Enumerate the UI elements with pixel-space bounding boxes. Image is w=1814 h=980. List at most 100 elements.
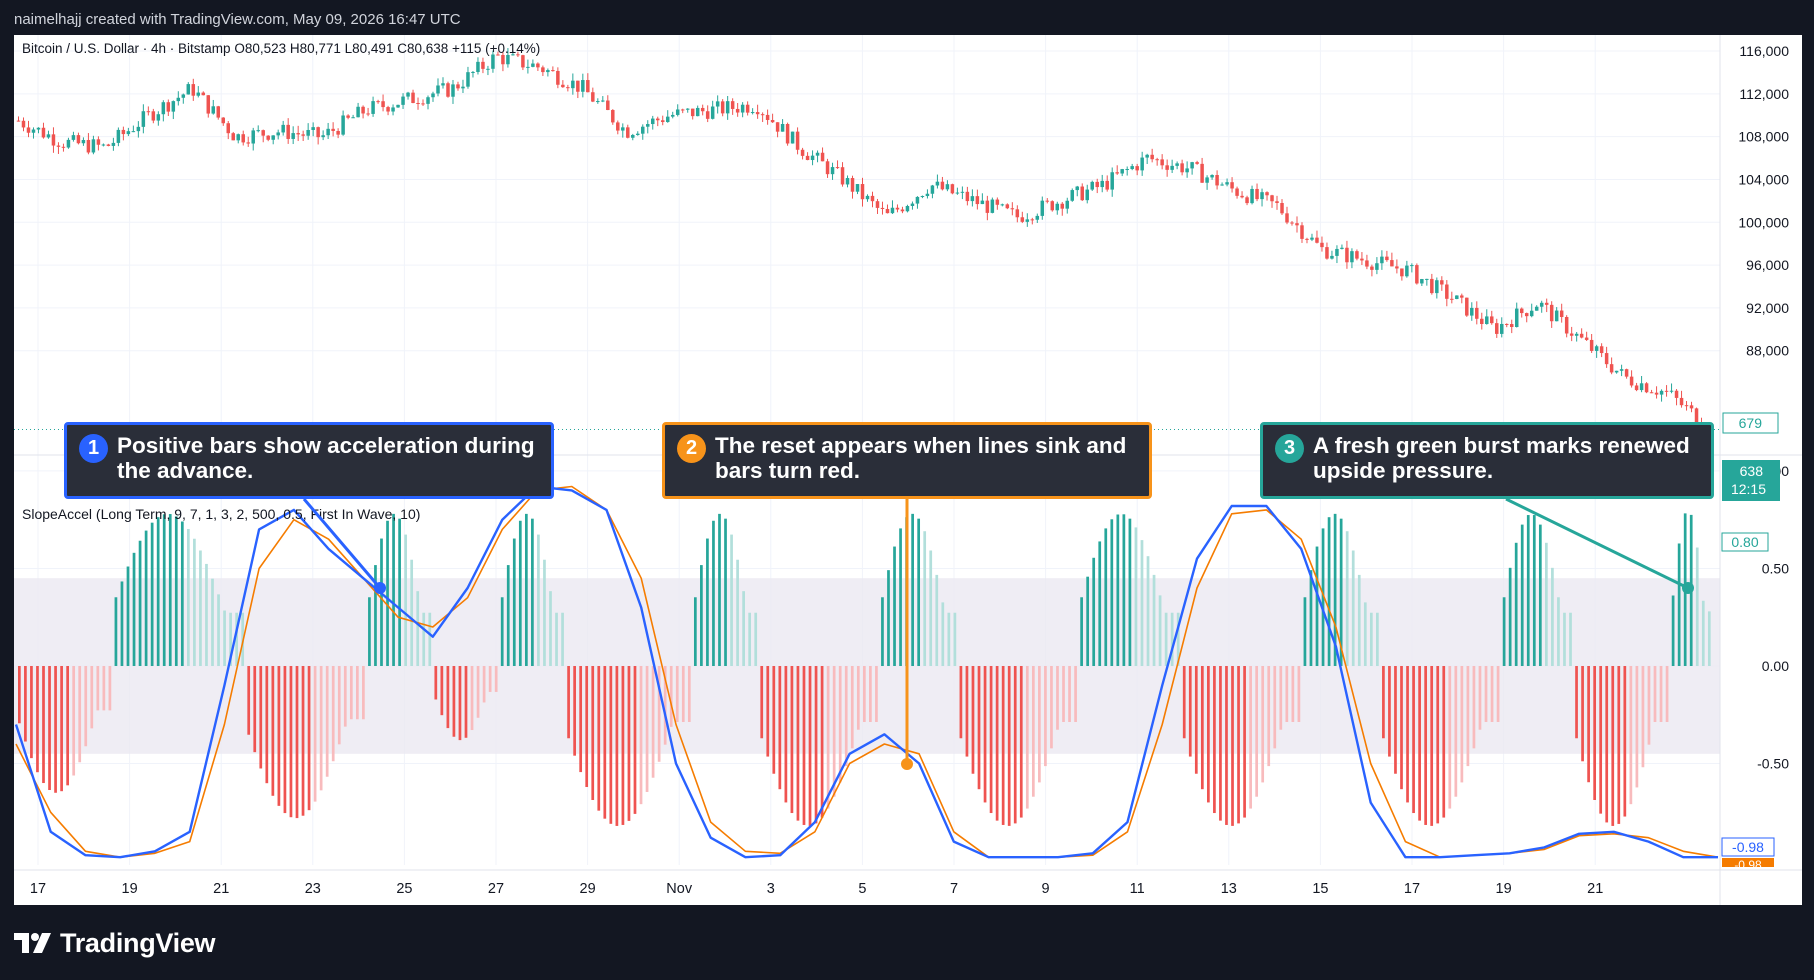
candle-body — [51, 134, 56, 146]
x-tick-label: 9 — [1042, 881, 1050, 897]
price-candles — [16, 48, 1714, 438]
callout-3-marker — [1682, 582, 1694, 594]
histogram-bar — [917, 518, 921, 666]
candle-body — [1684, 405, 1689, 407]
histogram-bar — [1394, 666, 1397, 774]
candle-body — [1285, 213, 1289, 223]
histogram-bar — [1406, 666, 1409, 803]
price-countdown: 12:15 — [1731, 481, 1766, 497]
candle-body — [1425, 278, 1429, 280]
candle-body — [101, 144, 106, 146]
candle-body — [800, 149, 805, 156]
candle-body — [246, 142, 250, 144]
candle-body — [446, 83, 450, 97]
candle-body — [1275, 201, 1279, 204]
histogram-bar — [1128, 518, 1132, 666]
candle-body — [830, 167, 835, 175]
histogram-bar — [362, 666, 365, 720]
histogram-bar — [1309, 570, 1313, 666]
histogram-bar — [1551, 567, 1554, 666]
candle-body — [820, 152, 825, 162]
histogram-bar — [778, 666, 782, 790]
histogram-bar — [1188, 666, 1192, 757]
candle-body — [1130, 166, 1134, 170]
candle-body — [770, 119, 775, 123]
histogram-bar — [138, 540, 142, 666]
candle-body — [995, 199, 1000, 205]
candle-body — [1564, 317, 1569, 334]
histogram-bar — [1315, 546, 1319, 666]
candle-body — [1584, 337, 1589, 340]
histogram-bar — [609, 666, 613, 824]
candle-body — [216, 106, 221, 118]
histogram-bar — [844, 666, 848, 767]
candle-body — [241, 134, 245, 143]
candle-body — [1190, 162, 1194, 169]
candle-body — [346, 115, 350, 118]
candle-body — [576, 80, 580, 92]
candle-body — [371, 101, 375, 114]
candle-body — [825, 161, 830, 175]
histogram-bar — [1249, 666, 1252, 809]
candle-body — [1589, 339, 1594, 351]
candle-body — [760, 114, 765, 116]
candle-body — [1380, 256, 1384, 264]
candle-body — [171, 101, 176, 112]
candle-body — [1145, 154, 1149, 158]
candle-body — [870, 195, 875, 202]
histogram-bar — [899, 528, 902, 666]
candle-body — [606, 100, 610, 111]
candle-body — [925, 193, 930, 197]
candle-body — [765, 114, 770, 120]
candle-body — [1559, 310, 1564, 318]
x-tick-label: 17 — [30, 881, 46, 897]
histogram-bar — [1122, 514, 1126, 666]
candle-body — [895, 207, 900, 210]
histogram-bar — [1243, 666, 1246, 818]
histogram-bar — [579, 666, 583, 773]
candle-body — [685, 108, 690, 110]
candle-body — [391, 107, 395, 112]
histogram-bar — [1424, 666, 1428, 825]
candle-body — [1290, 222, 1294, 224]
candle-body — [810, 155, 815, 161]
histogram-bar — [995, 666, 999, 821]
candle-body — [141, 111, 146, 127]
candle-body — [31, 129, 36, 133]
histogram-bar — [1563, 612, 1566, 666]
candle-body — [1335, 248, 1339, 256]
candle-body — [1350, 251, 1354, 263]
histogram-bar — [1038, 666, 1041, 783]
candle-body — [695, 107, 700, 117]
candle-body — [1125, 169, 1129, 171]
histogram-bar — [1019, 666, 1023, 818]
candle-body — [521, 55, 525, 68]
histogram-bar — [850, 666, 854, 749]
histogram-bar — [669, 666, 673, 727]
histogram-bar — [1659, 666, 1663, 722]
histogram-bar — [965, 666, 969, 757]
candle-body — [1504, 323, 1509, 325]
candle-body — [316, 127, 320, 138]
histogram-bar — [331, 666, 335, 762]
histogram-bar — [193, 538, 196, 666]
candle-body — [596, 101, 600, 103]
candle-body — [41, 127, 46, 138]
candle-body — [1669, 390, 1674, 392]
histogram-bar — [482, 666, 486, 703]
candle-body — [900, 209, 905, 212]
candle-body — [1534, 306, 1539, 311]
candle-body — [880, 207, 885, 209]
histogram-bar — [180, 521, 184, 666]
candle-body — [1135, 166, 1139, 171]
histogram-bar — [1104, 528, 1108, 666]
histogram-bar — [1376, 612, 1379, 666]
histogram-bar — [790, 666, 794, 814]
candle-body — [1320, 242, 1324, 248]
histogram-bar — [488, 666, 492, 692]
histogram-bar — [398, 518, 401, 666]
candle-body — [1085, 189, 1089, 201]
histogram-bar — [1454, 666, 1458, 797]
candle-body — [586, 80, 590, 93]
candle-body — [1614, 370, 1619, 373]
